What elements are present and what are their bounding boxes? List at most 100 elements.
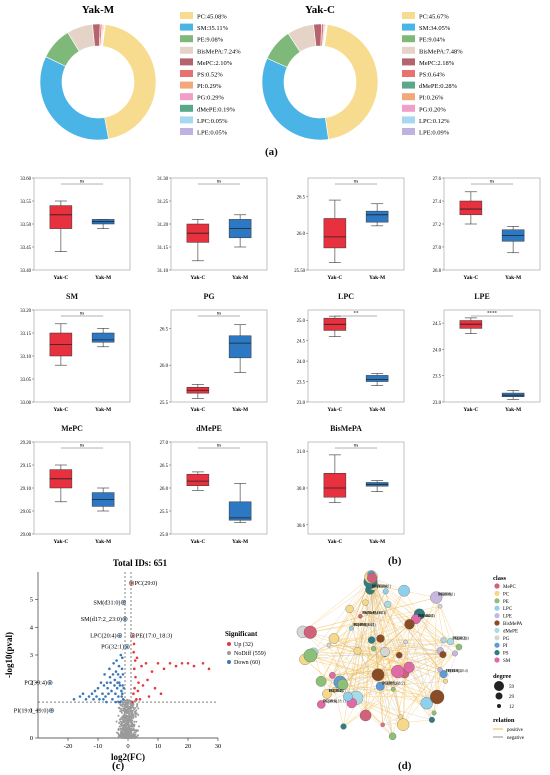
y-tick-label: 23.0 bbox=[297, 401, 306, 406]
network-node bbox=[420, 697, 433, 710]
volcano-title: Total IDs: 651 bbox=[113, 558, 168, 568]
down-point bbox=[99, 681, 103, 684]
nodiff-point bbox=[124, 726, 127, 729]
down-point bbox=[81, 692, 85, 696]
legend-label: NoDiff (559) bbox=[234, 650, 266, 657]
donut-slice bbox=[39, 56, 109, 141]
network-node bbox=[447, 638, 455, 646]
x-tick-label: Yak-M bbox=[232, 539, 249, 545]
y-tick-label: 25.50 bbox=[294, 269, 305, 274]
down-point bbox=[119, 675, 122, 679]
legend-marker bbox=[494, 650, 500, 656]
up-point bbox=[138, 697, 142, 701]
network-edge bbox=[313, 624, 410, 653]
y-tick-label: 29.20 bbox=[20, 441, 31, 446]
nodiff-point bbox=[119, 718, 122, 721]
network-edge bbox=[342, 684, 438, 698]
nodiff-point bbox=[130, 733, 133, 736]
box-plot-svg: 26.8 27.0 27.2 27.4 27.6 Yak-C Yak-M ns bbox=[433, 177, 541, 281]
up-point bbox=[131, 634, 135, 637]
network-edge bbox=[365, 591, 386, 603]
nodiff-point bbox=[125, 702, 128, 705]
network-node bbox=[431, 710, 437, 716]
down-point bbox=[121, 692, 124, 696]
nodiff-point bbox=[131, 706, 134, 709]
nodiff-point bbox=[129, 704, 132, 707]
nodiff-point bbox=[131, 719, 134, 722]
down-point bbox=[84, 697, 88, 701]
node-label: PI(38:4) bbox=[438, 593, 451, 597]
y-axis-label: -log10(pval) bbox=[4, 632, 14, 678]
significance-label: ns bbox=[80, 444, 85, 449]
network-edge bbox=[393, 689, 401, 718]
nodiff-point bbox=[123, 705, 126, 708]
y-tick-label: 23.5 bbox=[433, 375, 442, 380]
node-label: PC(16:0_18:1) bbox=[353, 623, 376, 627]
nodiff-point bbox=[134, 729, 137, 732]
y-tick-label: 25.5 bbox=[160, 401, 169, 406]
legend-marker bbox=[494, 598, 500, 604]
y-tick-label: 33.10 bbox=[20, 355, 31, 360]
network-node bbox=[404, 619, 415, 630]
nodiff-point bbox=[124, 732, 127, 735]
nodiff-point bbox=[127, 707, 130, 710]
down-point bbox=[104, 695, 107, 698]
nodiff-point bbox=[131, 712, 134, 715]
network-edge bbox=[302, 597, 437, 633]
network-edge bbox=[302, 584, 371, 633]
volcano-plot: Total IDs: 651 -20 -10 0 10 20 30 0 1 2 3 4 5 log2(FC… bbox=[4, 558, 266, 762]
node-label: PC(40:6) bbox=[323, 699, 338, 703]
y-tick-label: 26.8 bbox=[433, 269, 442, 274]
up-point bbox=[132, 692, 135, 696]
significance-label: ns bbox=[80, 180, 85, 185]
network-node bbox=[337, 678, 349, 691]
plot-frame bbox=[33, 177, 131, 271]
nodiff-point bbox=[137, 734, 140, 737]
network-node bbox=[362, 599, 369, 606]
network-node bbox=[442, 678, 448, 684]
donut-slice bbox=[102, 24, 106, 47]
legend-label: PS:0.52% bbox=[197, 72, 223, 79]
network-node bbox=[403, 661, 415, 673]
box-plot-svg: 25.5 26.0 26.5 Yak-C Yak-M ns bbox=[160, 309, 268, 413]
network-edge bbox=[371, 639, 459, 648]
legend-label: PG:0.20% bbox=[419, 106, 446, 113]
network-edge bbox=[415, 618, 456, 654]
nodiff-point bbox=[118, 722, 121, 725]
legend-marker bbox=[494, 620, 500, 626]
network-edge bbox=[310, 655, 405, 674]
network-edge bbox=[320, 602, 366, 682]
box-body bbox=[323, 218, 347, 249]
nodiff-point bbox=[129, 715, 132, 718]
nodiff-point bbox=[125, 699, 128, 702]
y-tick-label: 27.4 bbox=[433, 200, 442, 205]
down-point bbox=[123, 617, 127, 621]
node-label: SM(d33:1) bbox=[453, 637, 470, 641]
nodiff-point bbox=[117, 706, 120, 709]
y-tick-label: 27.2 bbox=[433, 223, 442, 228]
network-edge bbox=[328, 644, 410, 668]
legend-label: PE bbox=[503, 600, 509, 605]
nodiff-point bbox=[120, 716, 123, 719]
nodiff-point bbox=[120, 709, 123, 712]
legend-marker bbox=[494, 583, 500, 589]
x-tick-label: Yak-C bbox=[463, 407, 478, 413]
node-label: PC(36:4) bbox=[372, 585, 387, 589]
box-body bbox=[323, 473, 347, 498]
x-tick-label: -20 bbox=[64, 743, 73, 750]
nodiff-point bbox=[115, 720, 118, 723]
network-edge bbox=[333, 638, 444, 641]
y-tick-label: 33.40 bbox=[20, 269, 31, 274]
legend-swatch bbox=[180, 12, 193, 19]
network-edge bbox=[302, 631, 404, 725]
legend-swatch bbox=[402, 93, 415, 101]
nodiff-point bbox=[124, 715, 127, 718]
down-point bbox=[113, 678, 117, 682]
y-tick-label: 24.0 bbox=[297, 360, 306, 365]
y-tick-label: 31.15 bbox=[157, 246, 168, 251]
y-tick-label: 33.05 bbox=[20, 378, 31, 383]
nodiff-point bbox=[136, 705, 139, 708]
significance-label: ns bbox=[217, 180, 222, 185]
legend-label: LPE:0.05% bbox=[197, 130, 228, 137]
network-node bbox=[388, 732, 397, 741]
